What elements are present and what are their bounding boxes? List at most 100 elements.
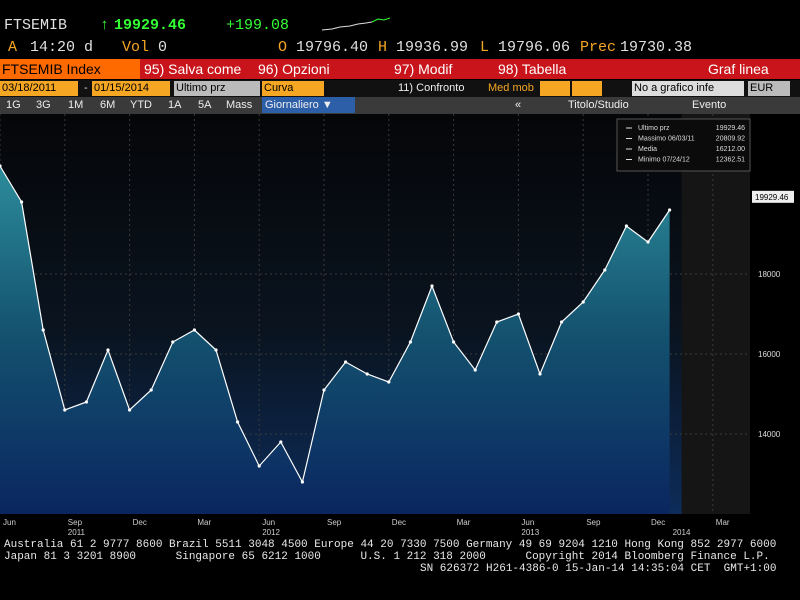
x-tick-label: Dec — [133, 518, 147, 527]
menu-item[interactable]: 95) Salva come — [144, 61, 242, 77]
price-point — [192, 328, 196, 332]
price-point — [387, 380, 391, 384]
period-button[interactable]: 3G — [36, 99, 51, 111]
legend-box: Ultimo prz 19929.46 Massimo 06/03/11 20809.… — [616, 118, 751, 172]
x-tick-label: Sep — [327, 518, 342, 527]
year-label: 2014 — [673, 528, 691, 537]
low-label: L — [480, 39, 490, 56]
no-data-region — [681, 114, 750, 514]
price-point — [646, 240, 650, 244]
price-point — [408, 340, 412, 344]
legend-label: Massimo 06/03/11 — [638, 136, 695, 143]
price-point — [63, 408, 67, 412]
x-tick-label: Mar — [716, 518, 730, 527]
study[interactable]: Titolo/Studio — [568, 99, 629, 111]
price-point — [603, 268, 607, 272]
end-date[interactable]: 01/15/2014 — [92, 81, 170, 96]
last-price-label: 19929.46 — [755, 193, 789, 202]
legend-value: 16212.00 — [716, 146, 745, 153]
compare[interactable]: 11) Confronto — [398, 82, 465, 94]
price-point — [452, 340, 456, 344]
start-date[interactable]: 03/18/2011 — [0, 81, 78, 96]
price-point — [473, 368, 477, 372]
legend-value: 19929.46 — [716, 125, 745, 132]
price-point — [581, 300, 585, 304]
price-point — [624, 224, 629, 228]
price-point — [84, 400, 88, 404]
x-tick-label: Jun — [3, 518, 16, 527]
x-tick-label: Jun — [262, 518, 275, 527]
time: 14:20 — [30, 39, 76, 56]
price-point — [257, 464, 261, 468]
field-box[interactable] — [540, 81, 570, 96]
price-point — [538, 372, 542, 376]
settings-bar: 03/18/2011 - 01/15/2014 Ultimo prz Curva… — [0, 80, 800, 97]
flag: A — [8, 39, 18, 56]
frequency[interactable]: Giornaliero ▼ — [262, 97, 355, 113]
field[interactable]: Ultimo prz — [174, 81, 260, 96]
x-tick-label: Mar — [457, 518, 471, 527]
net-change: +199.08 — [226, 17, 290, 34]
period-button[interactable]: 1A — [168, 99, 182, 111]
x-tick-label: Jun — [521, 518, 534, 527]
price-point — [128, 408, 132, 412]
price-point — [668, 208, 672, 212]
period-button[interactable]: 1G — [6, 99, 21, 111]
period-button[interactable]: 6M — [100, 99, 116, 111]
year-label: 2013 — [521, 528, 539, 537]
price-point — [365, 372, 369, 376]
period-button[interactable]: 5A — [198, 99, 212, 111]
period-bar: 1G 3G 1M 6M YTD 1A 5A Mass Giornaliero ▼… — [0, 97, 800, 114]
area-fill — [0, 166, 670, 514]
menu-bar: FTSEMIB Index 95) Salva come 96) Opzioni… — [0, 59, 800, 79]
price-point — [149, 388, 153, 392]
price-point — [322, 388, 326, 392]
price-point — [344, 360, 348, 364]
menu-item[interactable]: 98) Tabella — [498, 61, 567, 77]
moving-avg[interactable]: Med mob — [488, 82, 534, 94]
frequency-label: Giornaliero — [265, 99, 319, 111]
collapse[interactable]: « — [515, 99, 522, 111]
price-point — [495, 320, 499, 324]
price-point — [20, 200, 24, 204]
axis-background — [750, 114, 800, 514]
open: 19796.40 — [296, 39, 369, 56]
lower-panel[interactable]: No a grafico infe — [632, 81, 744, 96]
security[interactable]: FTSEMIB Index — [0, 59, 140, 79]
price-point — [279, 440, 283, 444]
footer-line: SN 626372 H261-4386-0 15-Jan-14 14:35:04… — [420, 563, 777, 575]
y-tick-label: 18000 — [758, 270, 781, 279]
event[interactable]: Evento — [692, 99, 727, 111]
vol-label: Vol — [122, 39, 150, 56]
period-button[interactable]: 1M — [68, 99, 84, 111]
legend-label: Minimo 07/24/12 — [638, 157, 690, 164]
legend-value: 12362.51 — [716, 157, 745, 164]
open-label: O — [278, 39, 288, 56]
x-tick-label: Sep — [586, 518, 601, 527]
menu-item[interactable]: 97) Modif — [394, 61, 453, 77]
up-arrow: ↑ — [100, 17, 110, 34]
prev: 19730.38 — [620, 39, 693, 56]
x-tick-label: Sep — [68, 518, 83, 527]
ticker: FTSEMIB — [4, 17, 68, 34]
menu-item[interactable]: 96) Opzioni — [258, 61, 330, 77]
legend-label: Media — [638, 146, 657, 153]
period-button[interactable]: Mass — [226, 99, 253, 111]
year-label: 2011 — [68, 528, 86, 537]
period-button[interactable]: YTD — [130, 99, 152, 111]
style[interactable]: Curva — [262, 81, 324, 96]
price-line — [0, 165, 671, 484]
currency[interactable]: EUR — [748, 81, 790, 96]
chart: 14000 16000 18000 Jun Sep Dec Mar Jun Sep Dec Mar J… — [0, 114, 800, 537]
high: 19936.99 — [396, 39, 469, 56]
x-tick-label: Dec — [392, 518, 406, 527]
price-point — [106, 348, 110, 352]
price-point — [300, 480, 304, 484]
field-box[interactable] — [572, 81, 602, 96]
period: d — [84, 39, 94, 56]
price-point — [236, 420, 240, 424]
footer-line: Japan 81 3 3201 8900 Singapore 65 6212 1… — [4, 551, 770, 563]
chart-type[interactable]: Graf linea — [708, 61, 769, 77]
legend-frame — [616, 118, 751, 172]
